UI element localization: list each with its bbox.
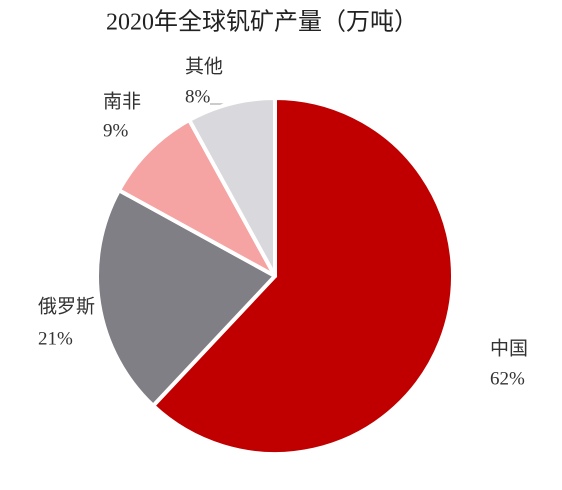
pie-slice <box>117 118 277 278</box>
slice-label: 其他 <box>185 55 223 77</box>
value-label: 62% <box>490 368 525 389</box>
slice-label: 俄罗斯 <box>38 295 95 317</box>
value-label: 8% <box>185 86 211 107</box>
pie-slice <box>95 188 277 408</box>
chart-title: 2020年全球钒矿产量（万吨） <box>106 9 418 36</box>
slice-label: 中国 <box>490 337 528 359</box>
value-label: 9% <box>103 120 129 141</box>
pie-slice <box>187 96 277 278</box>
pie-slice <box>151 96 455 456</box>
slice-label: 南非 <box>103 90 141 112</box>
value-label: 21% <box>38 328 73 349</box>
